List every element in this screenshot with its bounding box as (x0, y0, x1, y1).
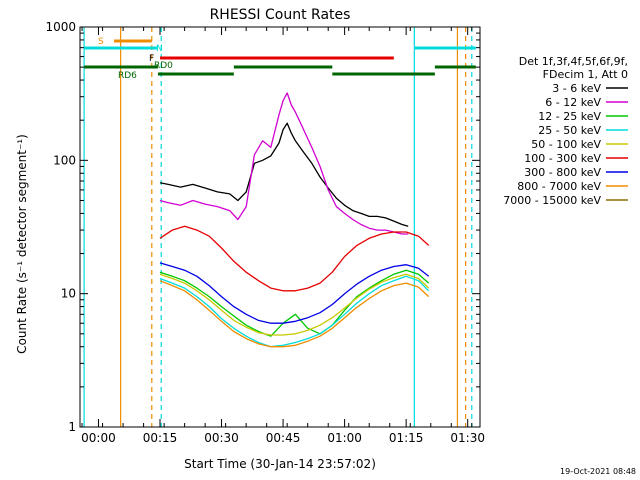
y-tick-label-2: 100 (53, 153, 76, 167)
bar-label-rd6: RD6 (118, 71, 137, 81)
x-tick-label-4: 01:00 (327, 431, 362, 445)
x-tick-label-3: 00:45 (266, 431, 301, 445)
legend-label-1: 6 - 12 keV (545, 96, 601, 109)
legend-label-4: 50 - 100 keV (531, 138, 601, 151)
series-line-1 (159, 92, 409, 235)
bar-label-rd0: RD0 (154, 61, 173, 71)
series-line-7 (159, 280, 430, 348)
legend-label-5: 100 - 300 keV (524, 152, 601, 165)
y-tick-label-3: 1000 (45, 20, 76, 34)
axis-ticks: 00:00 00:15 00:30 00:45 01:00 01:15 01:30 1 10 10… (45, 20, 485, 445)
legend-label-0: 3 - 6 keV (552, 82, 601, 95)
x-axis-label: Start Time (30-Jan-14 23:57:02) (184, 457, 376, 471)
y-tick-label-0: 1 (68, 420, 76, 434)
series-line-3 (159, 275, 430, 348)
attenuator-state-bars: S NF RD6 RD0 (84, 37, 476, 81)
x-tick-label-6: 01:30 (450, 431, 485, 445)
vertical-marker-lines (83, 27, 473, 427)
legend-label-7: 800 - 7000 keV (517, 180, 601, 193)
series-line-4 (159, 273, 430, 336)
series-line-6 (159, 262, 430, 324)
x-tick-label-5: 01:15 (389, 431, 424, 445)
series-line-2 (159, 269, 430, 337)
y-axis-label: Count Rate (s⁻¹ detector segment⁻¹) (15, 134, 29, 354)
legend-label-3: 25 - 50 keV (538, 124, 601, 137)
x-tick-label-0: 00:00 (81, 431, 116, 445)
y-tick-label-1: 10 (61, 287, 76, 301)
legend-header-0: Det 1f,3f,4f,5f,6f,9f, (519, 55, 628, 68)
series-line-0 (159, 122, 409, 227)
legend-label-2: 12 - 25 keV (538, 110, 601, 123)
bar-label-s: S (98, 37, 104, 47)
series-line-5 (159, 225, 430, 292)
legend-header-1: FDecim 1, Att 0 (543, 68, 628, 81)
legend-label-6: 300 - 800 keV (524, 166, 601, 179)
data-series (159, 92, 430, 348)
generation-timestamp: 19-Oct-2021 08:48 (560, 467, 636, 476)
chart-title: RHESSI Count Rates (210, 7, 351, 23)
bar-label-n: N (156, 44, 163, 54)
x-tick-label-1: 00:15 (143, 431, 178, 445)
x-tick-label-2: 00:30 (204, 431, 239, 445)
legend: Det 1f,3f,4f,5f,6f,9f,FDecim 1, Att 03 -… (503, 55, 628, 207)
bar-label-f: F (149, 54, 154, 64)
legend-label-8: 7000 - 15000 keV (503, 194, 601, 207)
plot-frame (79, 26, 481, 428)
